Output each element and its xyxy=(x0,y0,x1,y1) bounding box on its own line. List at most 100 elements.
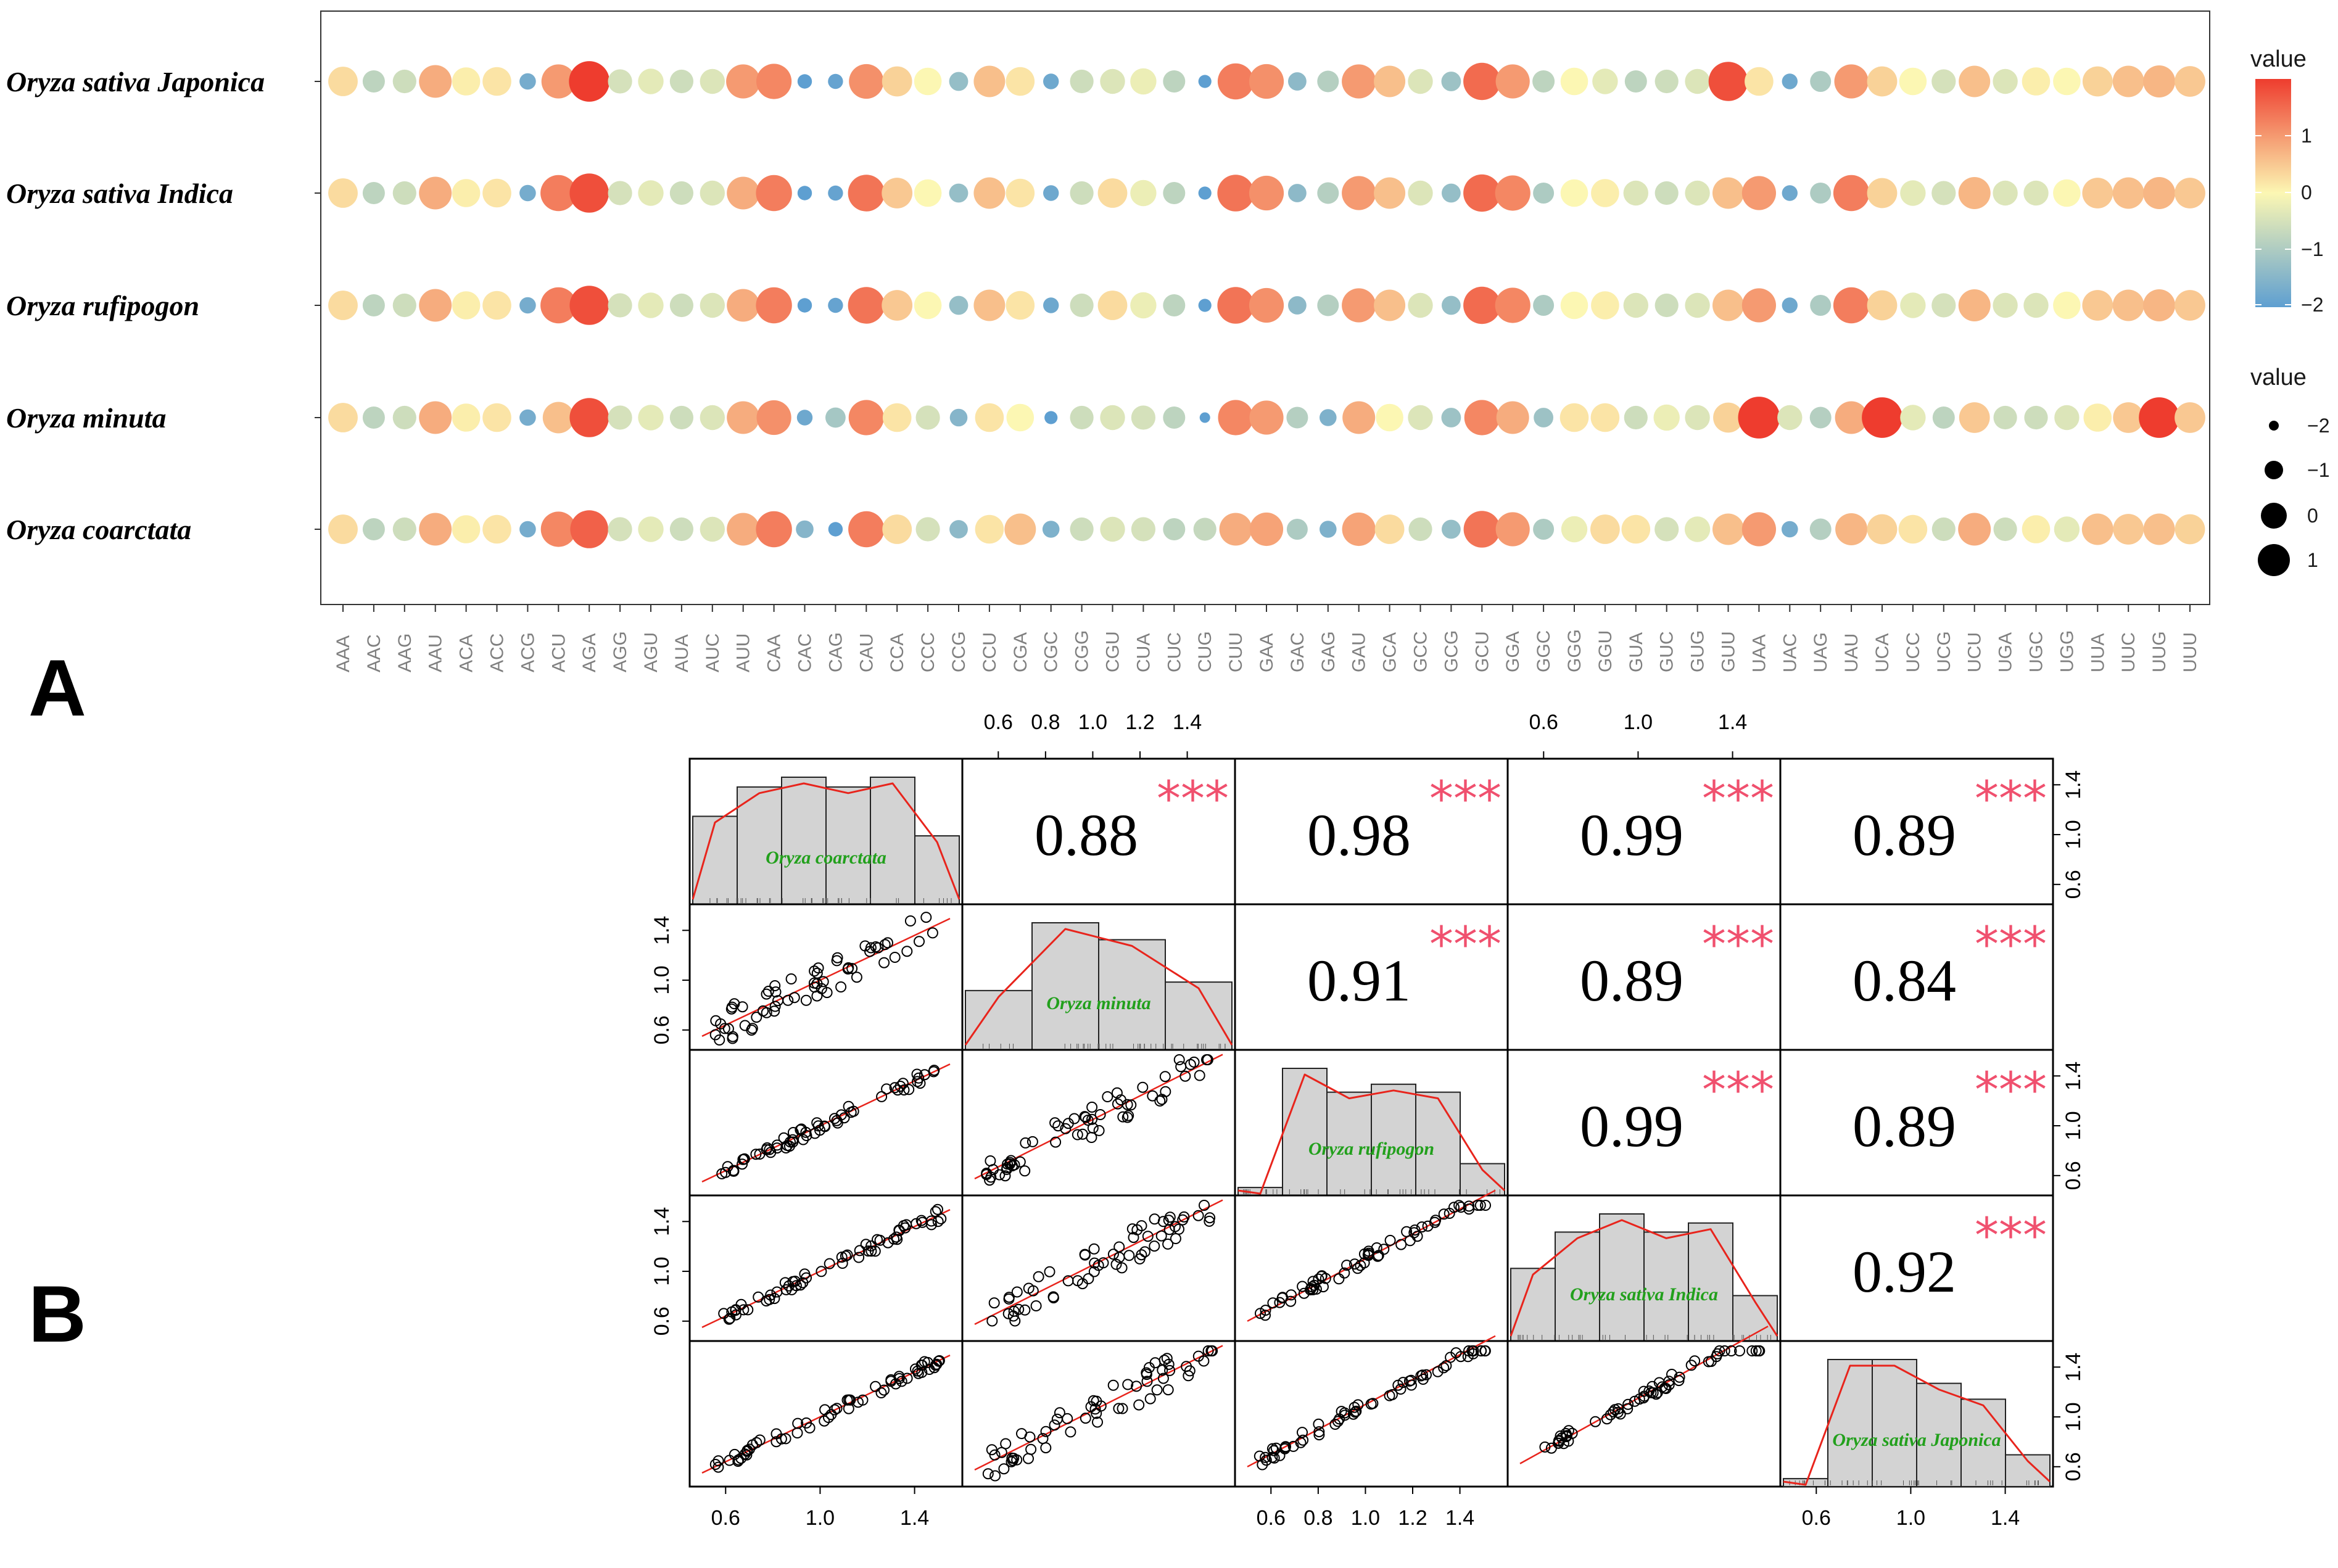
scatter-point xyxy=(769,1001,781,1012)
heatmap-dot xyxy=(1006,67,1035,96)
scatter-point xyxy=(770,1428,782,1440)
codon-label: AUC xyxy=(703,633,723,672)
scatter-point xyxy=(1002,1158,1014,1170)
heatmap-dot xyxy=(914,179,942,207)
scatter-point xyxy=(1358,1257,1370,1269)
scatter-point xyxy=(874,1234,886,1246)
heatmap-dot xyxy=(1249,175,1284,211)
scatter-point xyxy=(1274,1297,1286,1308)
heatmap-dot xyxy=(638,68,664,94)
scatter-point xyxy=(1257,1459,1268,1471)
scatter-point xyxy=(1556,1432,1568,1444)
scatter-point xyxy=(881,1083,893,1095)
codon-label: CUU xyxy=(1226,632,1246,672)
heatmap-dot xyxy=(519,521,536,538)
scatter-point xyxy=(872,942,884,954)
heatmap-dot xyxy=(2113,402,2144,433)
heatmap-dot xyxy=(1217,287,1254,324)
scatter-point xyxy=(1082,1115,1094,1126)
scatter-point xyxy=(932,1203,943,1215)
heatmap-dot xyxy=(1931,517,1956,542)
heatmap-dot xyxy=(1463,511,1500,548)
heatmap-dot xyxy=(1043,297,1059,313)
heatmap-dot xyxy=(1560,179,1588,207)
matrix-cell xyxy=(1234,1340,1509,1488)
heatmap-dot xyxy=(669,405,693,430)
scatter-point xyxy=(738,1153,750,1165)
scatter-point xyxy=(1453,1200,1465,1211)
size-legend-dot xyxy=(2261,503,2287,529)
size-legend-label: −1 xyxy=(2307,459,2329,481)
heatmap-dot xyxy=(1959,402,1990,433)
heatmap-dot xyxy=(973,289,1006,321)
scatter-point xyxy=(1121,1112,1133,1123)
density-curve xyxy=(1237,1073,1506,1195)
heatmap-dot xyxy=(727,401,760,434)
heatmap-dot xyxy=(828,185,843,201)
codon-label: CAC xyxy=(795,633,816,672)
scatter-point xyxy=(769,1293,780,1305)
scatter-point xyxy=(1013,1303,1025,1315)
scatter-point xyxy=(843,1403,854,1414)
size-legend-title: value xyxy=(2250,365,2307,390)
heatmap-dot xyxy=(452,67,481,96)
heatmap-dot xyxy=(638,180,664,206)
scatter-point xyxy=(1007,1160,1018,1171)
heatmap-dot xyxy=(1288,72,1307,91)
codon-label: CAG xyxy=(825,632,846,672)
scatter-point xyxy=(1430,1215,1442,1226)
codon-label: CCG xyxy=(949,631,969,672)
heatmap-dot xyxy=(1044,411,1058,424)
scatter-point xyxy=(769,980,781,991)
codon-label: UAG xyxy=(1811,632,1831,672)
codon-label: CCU xyxy=(980,632,1000,672)
histogram-bar xyxy=(1165,981,1233,1050)
scatter-point xyxy=(1002,1308,1014,1319)
scatter-point xyxy=(1204,1212,1216,1224)
scatter-point xyxy=(812,962,824,974)
codon-label: UUA xyxy=(2088,633,2108,672)
heatmap-dot xyxy=(419,289,452,322)
scatter-point xyxy=(1286,1289,1297,1301)
species-labels: Oryza sativa Japonica Oryza sativa Indica… xyxy=(6,66,321,545)
scatter-point xyxy=(1037,1433,1049,1445)
matrix-cell xyxy=(1506,1049,1782,1197)
panel-b-correlation-matrix: Oryza coarctata 0.88 *** 0.98 *** 0.99 *** 0.89… xyxy=(650,711,2085,1530)
heatmap-dot xyxy=(2143,177,2176,209)
histogram-bar xyxy=(1599,1213,1645,1342)
heatmap-dot xyxy=(1867,66,1898,97)
scatter-point xyxy=(1202,1054,1213,1065)
heatmap-dot xyxy=(482,291,511,320)
scatter-point xyxy=(1638,1392,1650,1404)
scatter-point xyxy=(1280,1441,1291,1453)
heatmap-dot xyxy=(1559,403,1589,432)
scatter-point xyxy=(1060,1123,1072,1134)
heatmap-dot xyxy=(949,72,969,91)
scatter-point xyxy=(919,1069,930,1081)
axis-tick-label: 0.6 xyxy=(2062,1452,2085,1481)
scatter-point xyxy=(785,973,797,984)
heatmap-dot xyxy=(419,513,452,546)
heatmap-dot xyxy=(882,178,913,208)
heatmap-dot xyxy=(638,292,664,318)
codon-label: UGA xyxy=(1996,632,2016,672)
heatmap-dot xyxy=(1862,397,1902,438)
heatmap-dot xyxy=(1288,296,1307,315)
heatmap-dot xyxy=(1198,75,1212,88)
scatter-point xyxy=(754,1434,766,1446)
heatmap-dot xyxy=(569,173,609,213)
axis-tick-label: 1.0 xyxy=(650,1256,674,1285)
scatter-point xyxy=(798,1134,809,1145)
axis-tick-label: 0.6 xyxy=(1529,711,1558,734)
scatter-point xyxy=(709,1459,721,1470)
scatter-point xyxy=(1047,1291,1059,1303)
heatmap-legends: value 1 0 −1 −2 value −2 −1 0 1 xyxy=(2250,46,2329,576)
scatter-point xyxy=(1255,1308,1266,1319)
codon-label: UCU xyxy=(1965,632,1985,672)
matrix-cell xyxy=(1779,1194,2054,1342)
scatter-point xyxy=(1049,1419,1060,1431)
heatmap-dot xyxy=(915,405,940,430)
heatmap-dot xyxy=(1833,175,1870,212)
scatter-point xyxy=(1313,1418,1324,1430)
codon-label: GUC xyxy=(1657,631,1677,672)
